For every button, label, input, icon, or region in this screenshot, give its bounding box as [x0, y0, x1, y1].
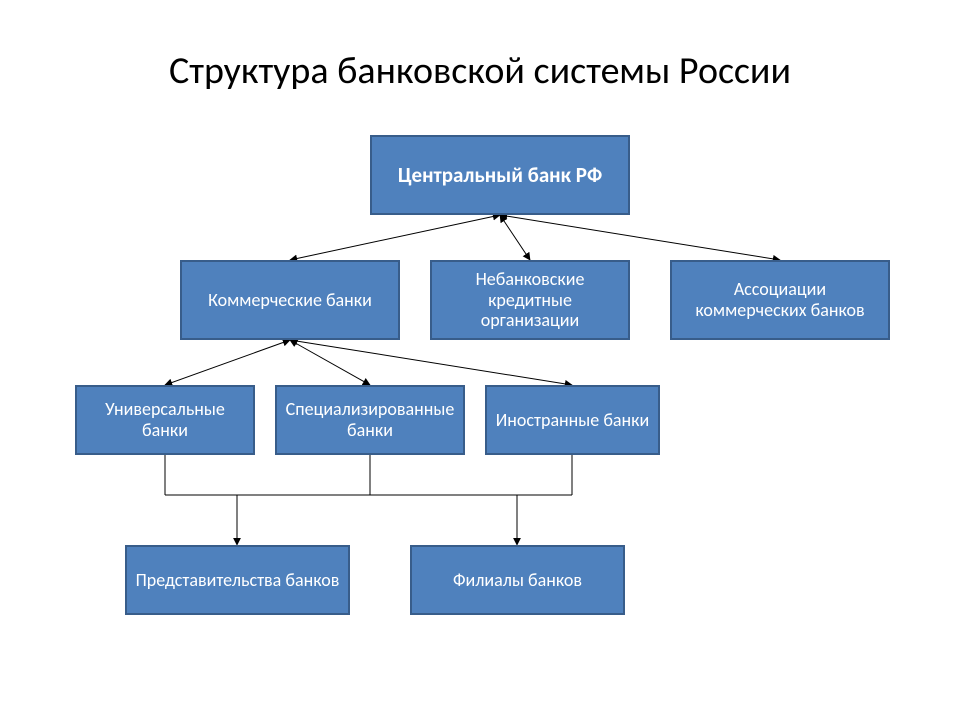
page-title: Структура банковской системы России [0, 48, 960, 94]
node-commercial: Коммерческие банки [180, 260, 400, 340]
node-root: Центральный банк РФ [370, 135, 630, 215]
node-nonbank: Небанковские кредитные организации [430, 260, 630, 340]
node-assoc: Ассоциации коммерческих банков [670, 260, 890, 340]
node-specialized: Специализированные банки [275, 385, 465, 455]
node-foreign: Иностранные банки [485, 385, 660, 455]
node-branches: Филиалы банков [410, 545, 625, 615]
node-universal: Универсальные банки [75, 385, 255, 455]
node-repr: Представительства банков [125, 545, 350, 615]
